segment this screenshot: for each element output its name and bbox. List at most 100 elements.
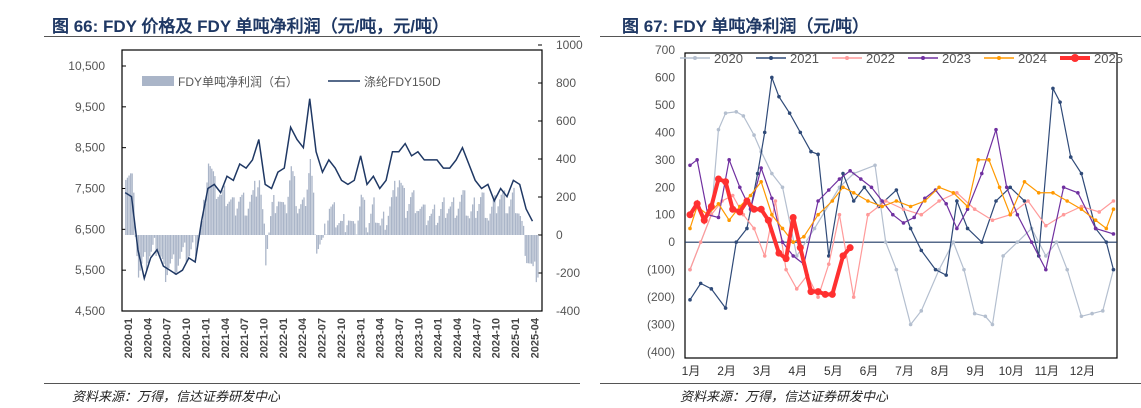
profit-bar: [464, 190, 466, 235]
profit-bar: [247, 208, 249, 235]
series-line-2025: [688, 176, 852, 297]
profit-bar: [309, 159, 312, 235]
profit-bar: [438, 215, 440, 235]
profit-bar: [452, 197, 455, 235]
y-right-tick-label: 400: [556, 152, 576, 166]
y-right-tick-label: -200: [556, 266, 580, 280]
data-point-2024: [1111, 207, 1116, 212]
profit-bar: [207, 163, 210, 235]
data-point-2025: [750, 205, 758, 213]
legend-marker-2021: [769, 56, 773, 60]
profit-bar: [492, 199, 495, 235]
data-point-2020: [908, 322, 913, 327]
profit-bar: [204, 203, 207, 235]
data-point-2022: [1044, 223, 1048, 228]
y-left-tick-label: 4,500: [75, 304, 105, 318]
data-point-2024: [908, 204, 913, 209]
profit-bar: [270, 216, 272, 235]
y-left-tick-label: 9,500: [75, 100, 105, 114]
data-point-2023: [759, 166, 763, 170]
profit-bar: [274, 213, 277, 235]
profit-bar: [327, 220, 329, 235]
data-point-2023: [979, 171, 984, 176]
data-point-2021: [745, 226, 749, 231]
profit-bar: [195, 235, 197, 256]
data-point-2022: [851, 295, 856, 299]
source-note: 资料来源：万得，信达证券研发中心: [72, 389, 281, 404]
x-tick-label: 2024-07: [471, 318, 483, 358]
data-point-2025: [743, 197, 751, 205]
profit-bar: [351, 220, 353, 235]
data-point-2021: [734, 240, 739, 244]
data-point-2022: [901, 207, 906, 212]
profit-bar: [374, 222, 377, 235]
data-point-2020: [780, 185, 785, 190]
data-point-2021: [965, 226, 970, 231]
legend-label: 2023: [942, 51, 971, 66]
profit-bar: [417, 211, 420, 235]
profit-bar: [507, 213, 509, 235]
data-point-2023: [965, 207, 970, 212]
profit-bar: [263, 223, 265, 235]
profit-bar: [147, 235, 149, 264]
title-rule: [600, 36, 1141, 37]
legend-marker-2020: [693, 56, 697, 60]
data-point-2024: [987, 158, 991, 162]
profit-bar: [217, 196, 219, 235]
data-point-2022: [1079, 204, 1084, 209]
profit-bar: [472, 204, 474, 235]
profit-bar: [365, 227, 367, 235]
x-tick-label: 7月: [895, 364, 914, 378]
profit-bar: [139, 235, 141, 271]
data-point-2022: [730, 193, 735, 198]
profit-bar: [304, 206, 307, 235]
data-point-2021: [994, 199, 998, 203]
profit-bar: [244, 215, 246, 235]
x-tick-label: 8月: [931, 364, 950, 378]
data-point-2023: [780, 240, 785, 244]
profit-bar: [231, 197, 234, 235]
profit-bar: [448, 208, 450, 235]
legend-label: 涤纶FDY150D: [364, 75, 441, 89]
data-point-2025: [782, 255, 790, 263]
profit-bar: [201, 220, 203, 235]
x-tick-label: 2023-07: [394, 318, 406, 358]
profit-bar: [414, 213, 417, 235]
profit-bar: [521, 220, 523, 235]
data-point-2024: [1093, 218, 1098, 223]
profit-bar: [236, 208, 238, 235]
profit-bar: [502, 192, 504, 235]
chart-66-title: 图 66: FDY 价格及 FDY 单吨净利润（元/吨，元/吨）: [52, 17, 450, 36]
profit-bar: [451, 201, 453, 235]
x-tick-label: 2020-01: [123, 318, 135, 358]
data-point-2024: [841, 185, 845, 190]
x-tick-label: 2020-04: [142, 317, 154, 358]
data-point-2022: [955, 190, 959, 195]
data-point-2024: [965, 204, 970, 209]
profit-bar: [473, 197, 475, 235]
profit-bar: [265, 235, 267, 266]
data-point-2024: [791, 240, 795, 244]
data-point-2023: [1076, 190, 1080, 195]
x-tick-label: 11月: [1035, 364, 1059, 378]
source-note: 资料来源：万得，信达证券研发中心: [680, 389, 889, 404]
data-point-2024: [976, 158, 981, 162]
legend-label: 2024: [1018, 51, 1047, 66]
profit-bar: [212, 171, 215, 235]
profit-bar: [370, 213, 372, 235]
profit-bar: [430, 213, 432, 235]
data-point-2021: [826, 254, 831, 258]
profit-bar: [500, 194, 502, 235]
profit-bar: [285, 213, 288, 235]
profit-bar: [241, 194, 243, 235]
profit-bar: [152, 235, 154, 245]
data-point-2022: [1061, 212, 1066, 217]
profit-bar: [171, 235, 173, 259]
profit-bar: [419, 208, 421, 235]
profit-bar: [491, 206, 493, 235]
profit-bar: [246, 215, 248, 235]
data-point-2023: [1015, 212, 1020, 217]
x-tick-label: 2025-04: [529, 317, 541, 358]
data-point-2020: [1100, 309, 1105, 313]
profit-bar: [478, 204, 480, 235]
